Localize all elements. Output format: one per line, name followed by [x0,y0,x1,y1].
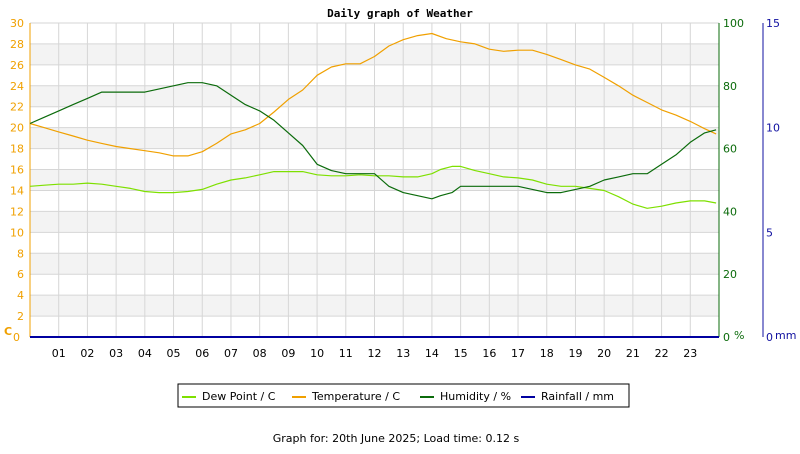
left-tick-label: 8 [17,247,24,260]
humidity-unit-label: % [734,329,744,342]
legend: Dew Point / C Temperature / C Humidity / %… [177,383,630,408]
humidity-axis-ticks: 0 20 40 60 80 100% [723,17,744,344]
rainfall-tick-label: 5 [766,226,773,239]
left-tick-label: 14 [10,184,24,197]
x-tick-label: 09 [281,347,295,360]
left-tick-label: 12 [10,205,24,218]
series-line-dew [29,165,717,209]
left-tick-label: 2 [17,310,24,323]
x-tick-label: 16 [482,347,496,360]
x-tick-label: 08 [253,347,267,360]
x-tick-label: 21 [626,347,640,360]
x-tick-label: 19 [568,347,582,360]
x-tick-label: 15 [454,347,468,360]
x-tick-label: 05 [167,347,181,360]
x-tick-label: 03 [109,347,123,360]
x-tick-label: 23 [683,347,697,360]
chart-title: Daily graph of Weather [327,7,473,20]
rainfall-tick-label: 15 [766,17,780,30]
x-tick-label: 22 [655,347,669,360]
legend-label: Dew Point / C [202,390,276,403]
humidity-tick-label: 20 [723,268,737,281]
x-tick-label: 07 [224,347,238,360]
humidity-tick-label: 80 [723,80,737,93]
legend-box [177,383,630,408]
left-tick-label: 30 [10,17,24,30]
rainfall-axis-ticks: 0 5 10 15 mm [766,17,796,344]
x-tick-label: 10 [310,347,324,360]
left-tick-label: 0 [13,331,20,344]
x-tick-label: 14 [425,347,439,360]
left-tick-label: 20 [10,122,24,135]
series-line-temperature [29,32,717,157]
humidity-tick-label: 0 [723,331,730,344]
x-tick-label: 18 [540,347,554,360]
series-layer [29,32,717,338]
left-tick-label: 6 [17,268,24,281]
left-tick-label: 28 [10,38,24,51]
x-tick-label: 02 [80,347,94,360]
humidity-tick-label: 40 [723,205,737,218]
x-tick-label: 12 [368,347,382,360]
legend-label: Humidity / % [440,390,511,403]
left-tick-label: 24 [10,80,24,93]
left-unit-label: C [4,325,12,338]
x-tick-label: 17 [511,347,525,360]
series-line-humidity [29,82,717,200]
x-tick-label: 13 [396,347,410,360]
graph-footer: Graph for: 20th June 2025; Load time: 0.… [273,432,520,445]
x-tick-label: 01 [52,347,66,360]
x-axis-ticks: 01 02 03 04 05 06 07 08 09 10 11 12 13 14 15 16 17 18 19 20… [52,347,698,360]
legend-label: Temperature / C [311,390,400,403]
left-tick-label: 16 [10,164,24,177]
x-tick-label: 20 [597,347,611,360]
left-tick-label: 18 [10,143,24,156]
x-tick-label: 04 [138,347,152,360]
left-tick-label: 26 [10,59,24,72]
legend-label: Rainfall / mm [541,390,614,403]
left-tick-label: 4 [17,289,24,302]
x-tick-label: 06 [195,347,209,360]
x-tick-label: 11 [339,347,353,360]
humidity-tick-label: 60 [723,143,737,156]
rainfall-tick-label: 10 [766,122,780,135]
left-tick-label: 10 [10,226,24,239]
rainfall-tick-label: 0 [766,331,773,344]
rainfall-unit-label: mm [775,329,796,342]
left-tick-label: 22 [10,101,24,114]
grid-lines [30,22,719,338]
humidity-tick-label: 100 [723,17,744,30]
